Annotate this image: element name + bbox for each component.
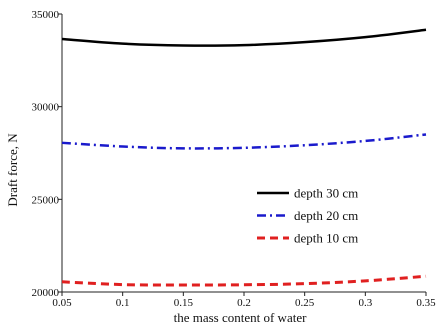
tick-labels: 20000 25000 30000 35000 0.05 0.1 0.15 0.2 0.25 0.… bbox=[32, 9, 437, 309]
series-line-2 bbox=[61, 133, 427, 150]
x-tick-label: 0.3 bbox=[358, 297, 372, 309]
series-lines bbox=[61, 28, 427, 287]
legend-label: depth 30 cm bbox=[294, 186, 358, 201]
x-tick-label: 0.35 bbox=[416, 297, 436, 309]
legend: depth 30 cm depth 20 cm depth 10 cm bbox=[257, 186, 358, 246]
y-tick-label: 25000 bbox=[32, 194, 60, 206]
tick-marks bbox=[58, 13, 427, 296]
axes bbox=[61, 14, 426, 293]
y-axis-title: Draft force, N bbox=[5, 133, 20, 207]
x-tick-label: 0.05 bbox=[52, 297, 72, 309]
y-tick-label: 35000 bbox=[32, 9, 60, 21]
y-tick-label: 20000 bbox=[32, 287, 60, 299]
x-tick-label: 0.25 bbox=[295, 297, 315, 309]
x-tick-label: 0.15 bbox=[174, 297, 194, 309]
series-line-1 bbox=[61, 28, 427, 47]
y-tick-label: 30000 bbox=[32, 102, 60, 114]
x-axis-title: the mass content of water bbox=[174, 310, 308, 325]
x-tick-label: 0.2 bbox=[237, 297, 251, 309]
legend-label: depth 10 cm bbox=[294, 231, 358, 246]
x-tick-label: 0.1 bbox=[116, 297, 130, 309]
series-line-3 bbox=[61, 274, 427, 287]
legend-label: depth 20 cm bbox=[294, 208, 358, 223]
